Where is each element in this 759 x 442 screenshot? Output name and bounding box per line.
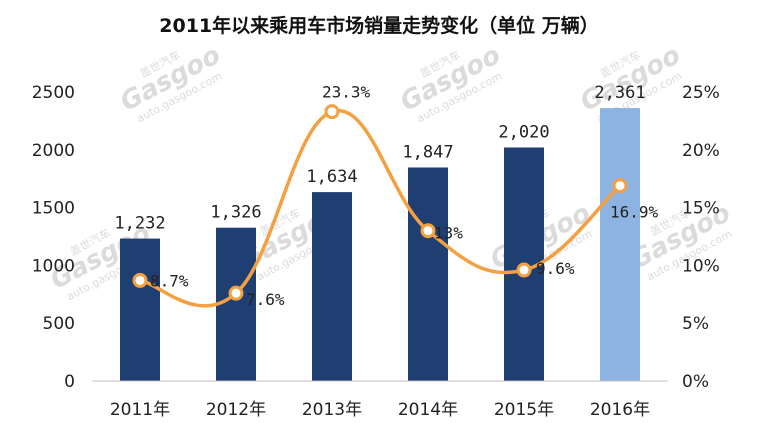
left-tick-label: 500 (43, 314, 75, 334)
bar (600, 108, 640, 382)
right-tick-label: 25% (682, 83, 720, 103)
growth-point (324, 104, 340, 120)
bar-value-label: 1,634 (306, 167, 357, 187)
growth-point (132, 272, 148, 288)
growth-line-series (132, 104, 628, 308)
growth-point (612, 178, 628, 194)
growth-point (228, 285, 244, 301)
x-tick-label: 2015年 (494, 400, 554, 420)
right-tick-label: 10% (682, 256, 720, 276)
growth-value-label: 16.9% (610, 203, 659, 222)
x-tick-label: 2013年 (302, 400, 362, 420)
chart-title: 2011年以来乘用车市场销量走势变化（单位 万辆） (159, 14, 599, 37)
x-axis: 2011年 2012年 2013年 2014年 2015年 2016年 (110, 400, 650, 420)
growth-value-label: 8.7% (150, 271, 189, 290)
right-y-axis: 0% 5% 10% 15% 20% 25% (682, 83, 720, 392)
x-tick-label: 2014年 (398, 400, 458, 420)
growth-value-label: 23.3% (322, 83, 371, 102)
bar-value-label: 1,232 (114, 214, 165, 234)
x-tick-label: 2012年 (206, 400, 266, 420)
right-tick-label: 15% (682, 199, 720, 219)
left-y-axis: 0 500 1000 1500 2000 2500 (32, 83, 75, 392)
right-tick-label: 20% (682, 141, 720, 161)
left-tick-label: 1000 (32, 256, 75, 276)
bar-value-label: 2,020 (498, 122, 549, 142)
bar (408, 167, 448, 381)
left-tick-label: 2000 (32, 141, 75, 161)
growth-point (516, 262, 532, 278)
left-tick-label: 1500 (32, 199, 75, 219)
bar (312, 192, 352, 381)
right-tick-label: 0% (682, 372, 709, 392)
x-tick-label: 2011年 (110, 400, 170, 420)
x-tick-label: 2016年 (590, 400, 650, 420)
bar (120, 238, 160, 381)
bar-value-label: 2,361 (594, 83, 645, 103)
right-tick-label: 5% (682, 314, 709, 334)
growth-value-label: 9.6% (536, 259, 575, 278)
left-tick-label: 0 (64, 372, 75, 392)
bar-value-label: 1,326 (210, 203, 261, 223)
growth-value-label: 13% (434, 224, 463, 243)
bar-value-labels: 1,232 1,326 1,634 1,847 2,020 2,361 (114, 83, 645, 234)
growth-point (420, 223, 436, 239)
bar (216, 227, 256, 381)
left-tick-label: 2500 (32, 83, 75, 103)
growth-value-labels: 8.7% 7.6% 23.3% 13% 9.6% 16.9% (150, 83, 659, 309)
bar-value-label: 1,847 (402, 142, 453, 162)
growth-value-label: 7.6% (246, 290, 285, 309)
